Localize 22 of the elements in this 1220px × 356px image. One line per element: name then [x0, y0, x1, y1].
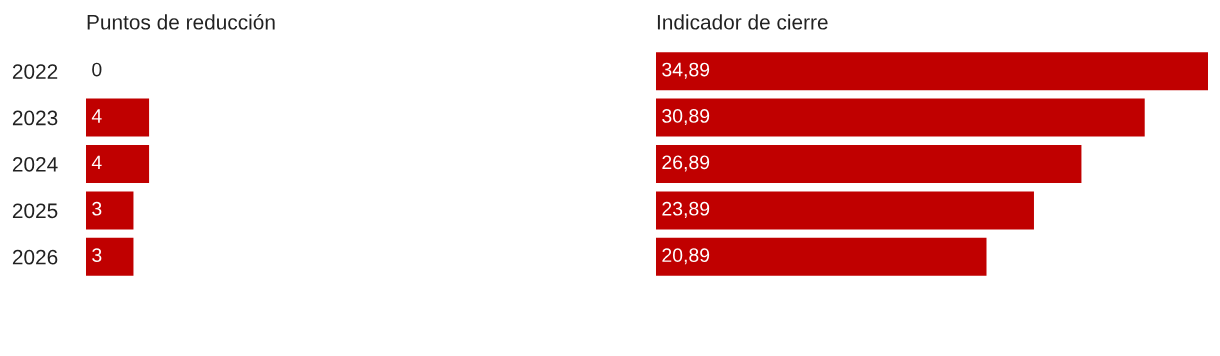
data-label: 3	[92, 201, 102, 216]
y-tick-label: 2023	[12, 110, 58, 126]
data-label: 4	[91, 155, 102, 170]
bar	[656, 237, 987, 276]
bar	[656, 191, 1034, 230]
data-label: 0	[92, 62, 102, 77]
chart-title: Puntos de reducción	[87, 14, 275, 30]
data-label: 4	[91, 109, 102, 123]
data-label: 34,89	[662, 62, 710, 79]
data-label: 3	[92, 248, 102, 263]
bar	[656, 144, 1082, 184]
bar	[656, 52, 1208, 91]
data-label: 26,89	[662, 155, 710, 172]
y-tick-label: 2025	[12, 203, 58, 219]
data-label: 20,89	[662, 248, 710, 265]
y-tick-label: 2022	[12, 64, 58, 79]
y-tick-label: 2024	[12, 157, 58, 172]
y-tick-label: 2026	[12, 249, 58, 265]
chart-title: Indicador de cierre	[657, 14, 828, 30]
bar	[656, 98, 1145, 137]
data-label: 30,89	[662, 109, 710, 126]
data-label: 23,89	[662, 201, 710, 218]
